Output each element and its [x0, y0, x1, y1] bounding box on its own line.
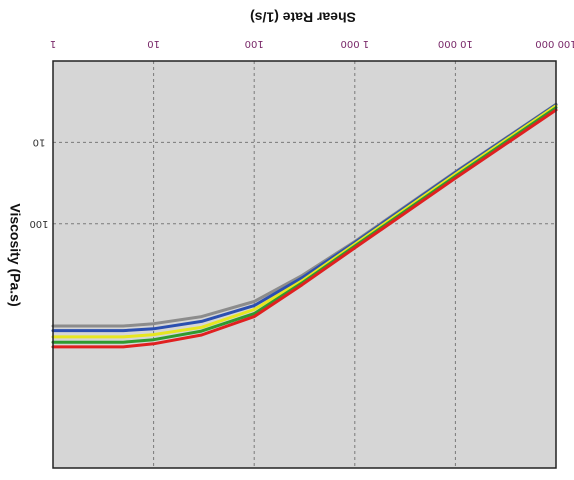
x-tick-label: 100 — [245, 38, 264, 49]
y-tick-label: 100 — [29, 218, 48, 229]
series-line — [51, 104, 558, 339]
x-tick-label: 1 — [50, 38, 56, 49]
x-tick-label: 10 000 — [438, 38, 473, 49]
plot-area — [53, 61, 556, 468]
y-tick-label: 10 — [33, 136, 46, 147]
x-tick-label: 100 000 — [535, 38, 574, 49]
series-line — [51, 106, 558, 344]
plot-frame — [52, 60, 557, 469]
y-axis-title: Viscosity (Pa.s) — [7, 203, 23, 306]
series-line — [51, 108, 558, 349]
x-axis-title: Shear Rate (1/s) — [250, 9, 356, 25]
x-tick-label: 1 000 — [340, 38, 369, 49]
x-tick-label: 10 — [147, 38, 160, 49]
